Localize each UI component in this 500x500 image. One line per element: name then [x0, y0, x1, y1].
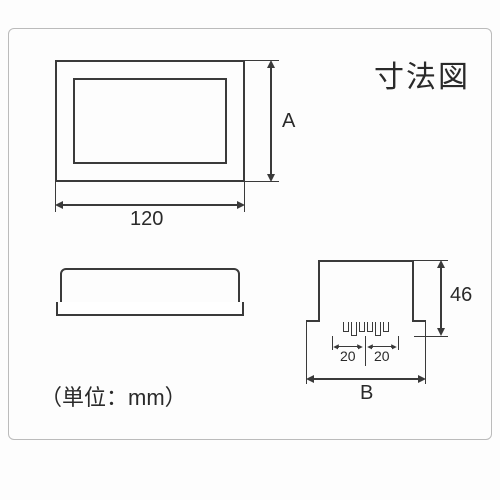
ext-line: [332, 336, 333, 350]
dim-46: [440, 260, 441, 336]
cross-flange: [306, 320, 318, 322]
ext-line: [414, 336, 448, 337]
cross-teeth: [343, 322, 389, 336]
cross-section: [318, 260, 414, 322]
side-view-base: [56, 302, 244, 316]
drawing-title: 寸法図: [374, 52, 470, 96]
dim-20-2-label: 20: [372, 348, 392, 364]
top-view-inner: [73, 78, 227, 164]
unit-label: （単位：mm）: [40, 380, 187, 412]
cross-tooth: [375, 322, 381, 336]
top-view: [55, 60, 245, 182]
dim-20-1: [332, 346, 364, 347]
cross-tooth: [383, 322, 389, 332]
dim-b: [306, 378, 426, 379]
dim-20-1-label: 20: [338, 348, 358, 364]
cross-outer: [318, 260, 414, 322]
dim-a-label: A: [280, 110, 297, 133]
dim-a: [270, 60, 271, 182]
dim-46-label: 46: [448, 284, 474, 307]
cross-tooth: [343, 322, 349, 332]
ext-line: [398, 336, 399, 350]
dim-120: [55, 204, 245, 205]
side-view: [60, 268, 240, 316]
drawing-canvas: 寸法図 A 120: [0, 0, 500, 500]
cross-tooth: [359, 322, 365, 332]
ext-line: [365, 336, 366, 366]
cross-tooth: [367, 322, 373, 332]
dim-120-label: 120: [128, 208, 165, 231]
dim-b-label: B: [358, 382, 375, 405]
dim-20-2: [366, 346, 398, 347]
cross-tooth: [351, 322, 357, 336]
